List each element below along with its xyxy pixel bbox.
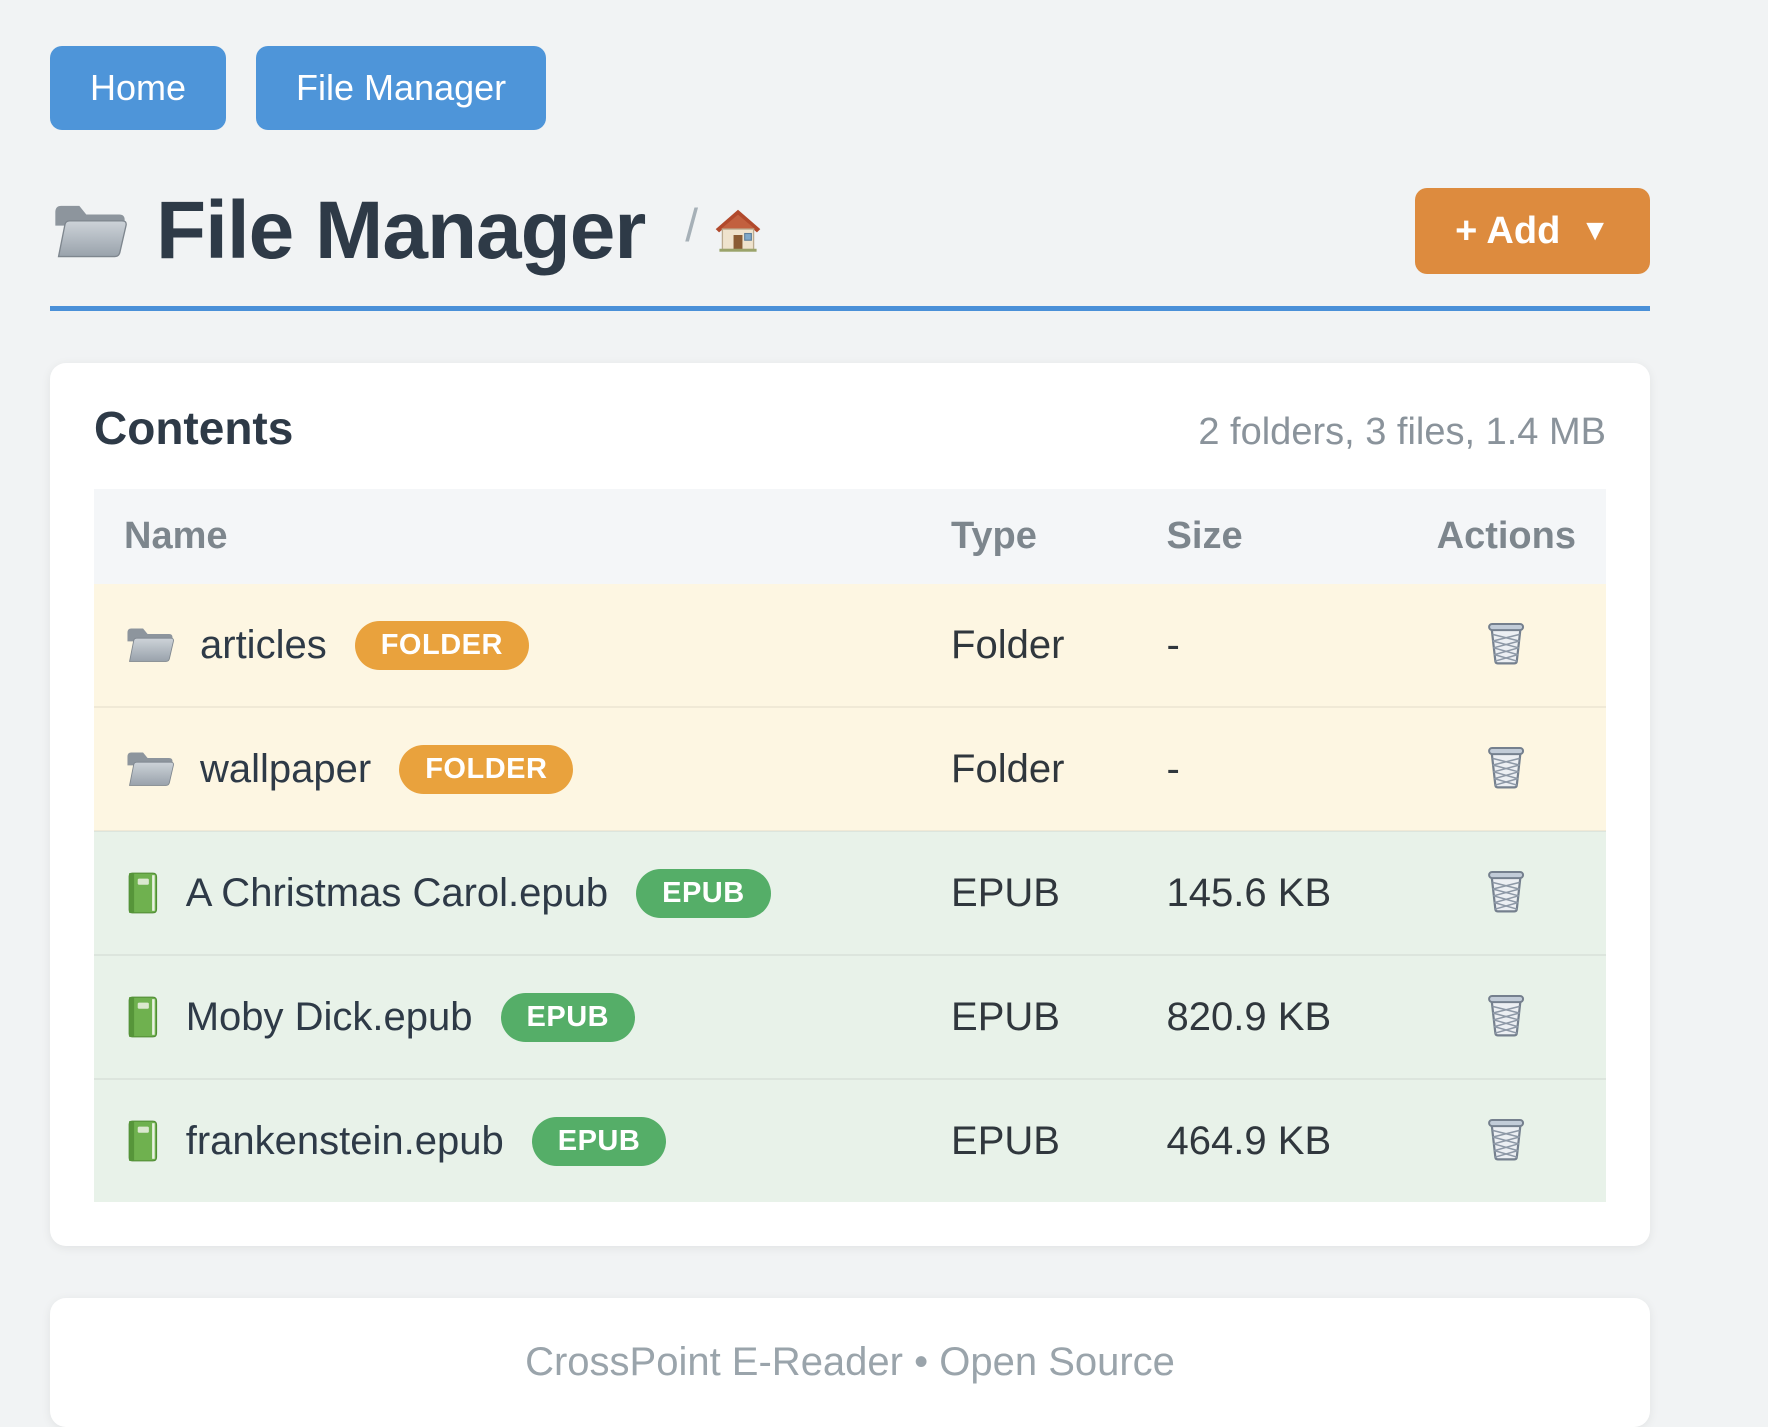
page-header: File Manager / + Add ▼ [50,188,1650,274]
table-row[interactable]: Moby Dick.epub EPUB EPUB 820.9 KB [94,954,1606,1079]
table-row[interactable]: wallpaper FOLDER Folder - [94,706,1606,831]
type-cell: EPUB [921,1078,1137,1202]
type-cell: EPUB [921,954,1137,1079]
file-name-wrap: wallpaper FOLDER [124,744,891,794]
file-name-wrap: A Christmas Carol.epub EPUB [124,868,891,918]
table-row[interactable]: frankenstein.epub EPUB EPUB 464.9 KB [94,1078,1606,1202]
trash-icon [1484,866,1528,914]
table-row[interactable]: articles FOLDER Folder - [94,584,1606,707]
type-badge: EPUB [531,1116,667,1166]
trash-icon [1484,990,1528,1038]
table-row[interactable]: A Christmas Carol.epub EPUB EPUB 145.6 K… [94,830,1606,955]
delete-button[interactable] [1480,738,1532,794]
trash-icon [1484,618,1528,666]
page: Home File Manager File Manager / + Add ▼… [50,0,1650,1427]
file-table-header: Name Type Size Actions [94,489,1606,584]
file-name-wrap: articles FOLDER [124,620,891,670]
accent-rule [50,306,1650,311]
file-table: Name Type Size Actions articles FOLDER F… [94,489,1606,1202]
breadcrumb-separator: / [685,199,699,251]
type-badge: EPUB [500,992,636,1042]
book-icon [124,870,162,916]
folder-icon [124,624,176,666]
book-icon [124,994,162,1040]
file-manager-button[interactable]: File Manager [256,46,547,130]
home-button[interactable]: Home [50,46,227,130]
type-badge: EPUB [636,868,771,918]
house-icon[interactable] [712,206,764,254]
type-badge: FOLDER [354,620,529,670]
delete-button[interactable] [1480,986,1532,1042]
column-header-size: Size [1136,489,1407,584]
column-header-type: Type [921,489,1137,584]
add-button[interactable]: + Add ▼ [1415,188,1650,274]
delete-button[interactable] [1480,1110,1532,1166]
trash-icon [1484,1114,1528,1162]
chevron-down-icon: ▼ [1580,214,1610,247]
page-title: File Manager [156,185,646,276]
breadcrumb: / [685,202,764,260]
delete-button[interactable] [1480,614,1532,670]
file-table-body: articles FOLDER Folder - wallpaper FOLDE… [94,584,1606,1202]
file-name: articles [200,622,327,667]
type-badge: FOLDER [399,744,574,794]
top-nav: Home File Manager [50,46,1650,130]
file-name: A Christmas Carol.epub [185,870,609,915]
size-cell: 820.9 KB [1136,954,1407,1079]
contents-card-head: Contents 2 folders, 3 files, 1.4 MB [94,401,1606,455]
column-header-actions: Actions [1406,489,1606,584]
title-wrap: File Manager / [50,190,764,272]
footer-text: CrossPoint E-Reader • Open Source [525,1340,1175,1384]
file-name: Moby Dick.epub [185,994,473,1039]
size-cell: - [1136,706,1407,831]
book-icon [124,1118,162,1164]
file-name: frankenstein.epub [185,1118,504,1163]
column-header-name: Name [94,489,922,584]
delete-button[interactable] [1480,862,1532,918]
size-cell: 464.9 KB [1136,1078,1407,1202]
size-cell: 145.6 KB [1136,830,1407,955]
file-name: wallpaper [200,746,372,791]
file-name-wrap: Moby Dick.epub EPUB [124,992,891,1042]
contents-heading: Contents [94,402,294,454]
footer-card: CrossPoint E-Reader • Open Source [50,1298,1650,1427]
type-cell: Folder [921,706,1137,831]
folder-icon [124,748,176,790]
file-name-wrap: frankenstein.epub EPUB [124,1116,891,1166]
contents-card: Contents 2 folders, 3 files, 1.4 MB Name… [50,363,1650,1246]
add-button-label: + Add [1455,210,1561,252]
folder-icon [50,199,130,263]
trash-icon [1484,742,1528,790]
size-cell: - [1166,622,1180,667]
contents-summary: 2 folders, 3 files, 1.4 MB [1198,411,1606,453]
type-cell: Folder [951,622,1065,667]
type-cell: EPUB [921,830,1137,955]
